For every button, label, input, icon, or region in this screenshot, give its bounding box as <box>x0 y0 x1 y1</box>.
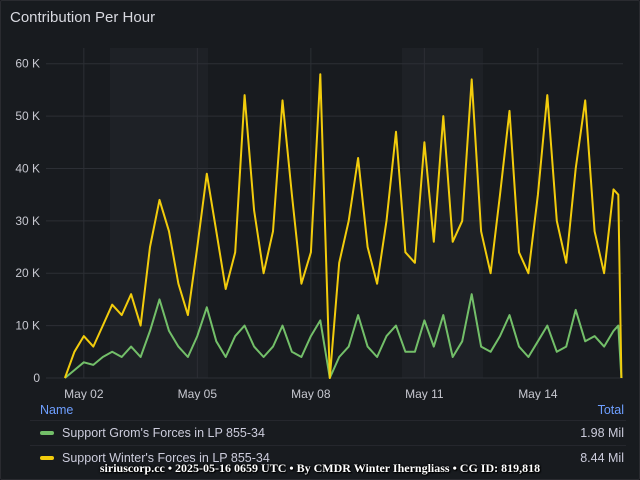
y-tick-label: 0 <box>33 371 40 385</box>
legend-item-total: 1.98 Mil <box>580 426 624 440</box>
x-tick-label: May 11 <box>405 387 444 400</box>
series-color-swatch <box>40 431 54 435</box>
x-tick-label: May 14 <box>518 387 558 400</box>
y-tick-label: 50 K <box>15 109 40 123</box>
y-tick-label: 10 K <box>15 319 40 333</box>
footer-watermark: siriuscorp.cc • 2025-05-16 0659 UTC • By… <box>99 461 541 475</box>
legend-item-name[interactable]: Support Winter's Forces in LP 855-34 <box>62 451 270 465</box>
legend-item[interactable]: Support Grom's Forces in LP 855-34 1.98 … <box>30 420 626 445</box>
y-tick-label: 40 K <box>15 161 40 175</box>
y-tick-label: 60 K <box>15 57 40 71</box>
time-region-band <box>110 48 208 378</box>
series-line-winter <box>63 73 623 379</box>
legend-name-header[interactable]: Name <box>40 403 74 417</box>
legend-total-header[interactable]: Total <box>597 403 624 417</box>
legend-header: Name Total <box>30 400 626 420</box>
series-color-swatch <box>40 456 54 460</box>
y-tick-label: 20 K <box>15 266 40 280</box>
x-tick-label: May 02 <box>64 387 104 400</box>
legend-item[interactable]: Support Winter's Forces in LP 855-34 8.4… <box>30 445 626 470</box>
line-chart[interactable]: 0 10 K 20 K 30 K 40 K 50 K 60 K May 02 May 05 Ma… <box>0 0 640 400</box>
legend-item-name[interactable]: Support Grom's Forces in LP 855-34 <box>62 426 265 440</box>
panel-title: Contribution Per Hour <box>10 9 156 26</box>
y-tick-label: 30 K <box>15 214 40 228</box>
x-tick-label: May 05 <box>178 387 218 400</box>
legend-item-total: 8.44 Mil <box>580 451 624 465</box>
legend: Name Total Support Grom's Forces in LP 8… <box>30 400 626 470</box>
x-tick-label: May 08 <box>291 387 331 400</box>
series-line-grom <box>64 293 623 379</box>
